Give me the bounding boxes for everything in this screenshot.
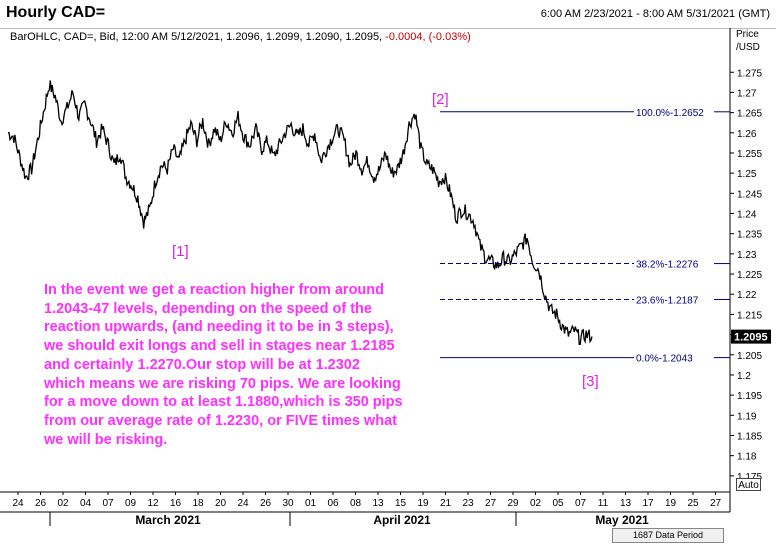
y-tick-label: 1.26 [737,129,757,140]
x-tick-label: 26 [35,498,47,509]
wave-label: [2] [432,91,449,108]
y-tick-label: 1.235 [737,230,762,241]
y-tick-label: 1.23 [737,250,757,261]
y-tick-label: 1.27 [737,88,757,99]
y-tick-label: 1.185 [737,431,762,442]
x-tick-label: 25 [687,498,699,509]
x-tick-label: 02 [530,498,542,509]
bar-info-values: BarOHLC, CAD=, Bid, 12:00 AM 5/12/2021, … [10,31,383,43]
x-tick-label: 04 [80,498,92,509]
price-axis-title-line2: /USD [736,42,760,53]
fib-level-label: 23.6%-1.2187 [636,295,699,306]
price-line [7,80,593,345]
x-tick-label: 27 [485,498,497,509]
chart-title: Hourly CAD= [6,4,106,21]
x-tick-label: 27 [710,498,722,509]
y-tick-label: 1.245 [737,189,762,200]
y-tick-label: 1.215 [737,310,762,321]
month-label: May 2021 [595,513,649,527]
x-tick-label: 26 [260,498,272,509]
x-tick-label: 20 [215,498,227,509]
fib-level-label: 100.0%-1.2652 [636,108,704,119]
y-tick-label: 1.2 [737,371,751,382]
data-period-status: 1687 Data Period [612,528,724,543]
y-tick-label: 1.22 [737,290,757,301]
y-tick-label: 1.205 [737,351,762,362]
x-tick-label: 09 [125,498,137,509]
title-bar: Hourly CAD= 6:00 AM 2/23/2021 - 8:00 AM … [0,0,776,29]
month-label: April 2021 [373,513,431,527]
y-tick-label: 1.275 [737,68,762,79]
x-tick-label: 24 [237,498,249,509]
x-tick-label: 30 [282,498,294,509]
x-tick-label: 06 [327,498,339,509]
fib-level-label: 38.2%-1.2276 [636,260,699,271]
x-tick-label: 08 [350,498,362,509]
x-tick-label: 24 [12,498,24,509]
x-tick-label: 15 [395,498,407,509]
y-tick-label: 1.265 [737,109,762,120]
x-tick-label: 23 [462,498,474,509]
last-price-value: 1.2095 [734,332,768,344]
analysis-note: In the event we get a reaction higher fr… [44,282,403,448]
wave-label: [3] [582,373,599,390]
auto-scale-button[interactable]: Auto [736,478,761,491]
price-axis-title-line1: Price [736,29,759,40]
bar-info: BarOHLC, CAD=, Bid, 12:00 AM 5/12/2021, … [10,31,471,43]
y-tick-label: 1.19 [737,411,757,422]
y-tick-label: 1.255 [737,149,762,160]
x-tick-label: 16 [170,498,182,509]
y-tick-label: 1.225 [737,270,762,281]
x-tick-label: 18 [192,498,204,509]
y-tick-label: 1.18 [737,452,757,463]
x-tick-label: 12 [147,498,159,509]
x-tick-label: 19 [417,498,429,509]
x-tick-label: 01 [305,498,317,509]
x-tick-label: 21 [440,498,452,509]
month-label: March 2021 [135,513,201,527]
x-tick-label: 07 [575,498,587,509]
y-tick-label: 1.175 [737,472,762,483]
y-tick-label: 1.195 [737,391,762,402]
x-tick-label: 07 [102,498,114,509]
x-tick-label: 29 [507,498,519,509]
x-tick-label: 17 [642,498,654,509]
x-tick-label: 02 [57,498,69,509]
wave-label: [1] [172,243,189,260]
x-tick-label: 11 [598,498,609,509]
date-range: 6:00 AM 2/23/2021 - 8:00 AM 5/31/2021 (G… [540,8,770,20]
x-tick-label: 13 [620,498,632,509]
last-price-tag [731,329,771,344]
x-tick-label: 19 [665,498,677,509]
fib-level-label: 0.0%-1.2043 [636,354,693,365]
y-tick-label: 1.24 [737,210,757,221]
x-tick-label: 13 [372,498,384,509]
price-axis-title: Price /USD [736,28,760,54]
bar-info-change: -0.0004, (-0.03%) [382,31,471,43]
y-tick-label: 1.25 [737,169,757,180]
x-tick-label: 05 [552,498,564,509]
